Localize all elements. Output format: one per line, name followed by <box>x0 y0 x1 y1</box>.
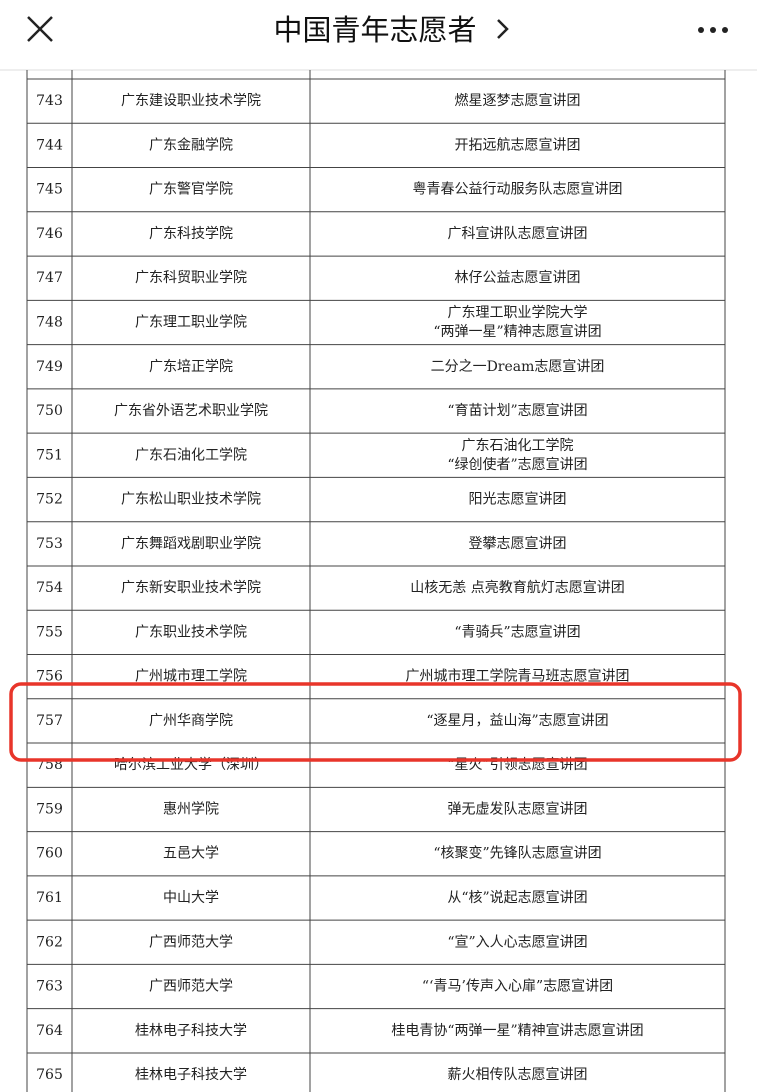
team-name: 开拓远航志愿宣讲团 <box>455 137 581 153</box>
school-name: 广东科贸职业学院 <box>135 270 247 286</box>
row-number: 759 <box>36 801 63 817</box>
row-number: 745 <box>36 182 63 198</box>
school-name: 广东舞蹈戏剧职业学院 <box>121 536 261 552</box>
team-name: 桂电青协“两弹一星”精神宣讲志愿宣讲团 <box>391 1023 643 1039</box>
school-name: 惠州学院 <box>163 801 219 817</box>
school-name: 广东职业技术学院 <box>135 624 247 640</box>
school-name: 广东科技学院 <box>149 226 233 242</box>
row-number: 749 <box>36 359 63 375</box>
highlight-box <box>9 682 742 762</box>
row-number: 750 <box>36 403 63 419</box>
row-number: 762 <box>36 934 63 950</box>
school-name: 桂林电子科技大学 <box>135 1023 247 1039</box>
table: 743 广东建设职业技术学院 燃星逐梦志愿宣讲团 744 广东金融学院 开拓远航志愿宣讲团… <box>26 70 726 1092</box>
school-name: 广东理工职业学院 <box>135 314 247 330</box>
row-number: 760 <box>36 846 63 862</box>
team-name: “两弹一星”精神志愿宣讲团 <box>433 324 601 340</box>
header-title[interactable]: 中国青年志愿者 <box>273 13 476 47</box>
team-name: “逐星月，益山海”志愿宣讲团 <box>426 713 608 729</box>
school-name: 广东省外语艺术职业学院 <box>114 403 268 419</box>
team-name: “青骑兵”志愿宣讲团 <box>454 624 580 640</box>
team-name: 燃星逐梦志愿宣讲团 <box>455 92 581 109</box>
school-name: 广州华商学院 <box>149 713 233 729</box>
team-name: 粤青春公益行动服务队志愿宣讲团 <box>413 182 623 198</box>
school-name: 广东警官学院 <box>149 182 233 198</box>
header-bar <box>0 0 757 70</box>
team-name: 林仔公益志愿宣讲团 <box>455 270 581 286</box>
school-name: 广东松山职业技术学院 <box>121 492 261 508</box>
title-chevron[interactable] <box>497 19 509 39</box>
team-name: “绿创使者”志愿宣讲团 <box>447 456 587 473</box>
team-name: “‘青马’传声入心扉”志愿宣讲团 <box>422 979 613 995</box>
row-number: 748 <box>36 314 63 330</box>
row-number: 756 <box>36 669 63 685</box>
team-name: 二分之一Dream志愿宣讲团 <box>431 359 605 375</box>
team-name: 薪火相传队志愿宣讲团 <box>448 1067 588 1083</box>
row-number: 763 <box>36 979 63 995</box>
school-name: 广西师范大学 <box>149 978 233 995</box>
team-name: “核聚变”先锋队志愿宣讲团 <box>433 846 601 862</box>
team-name: “宣”入人心志愿宣讲团 <box>447 934 587 950</box>
school-name: 广东培正学院 <box>149 359 233 375</box>
team-name: 山核无恙 点亮教育航灯志愿宣讲团 <box>410 579 624 596</box>
school-name: 中山大学 <box>163 890 219 906</box>
row-number: 747 <box>36 270 63 286</box>
school-name: 广东金融学院 <box>149 137 233 153</box>
row-number: 757 <box>36 713 63 729</box>
school-name: 桂林电子科技大学 <box>135 1067 247 1083</box>
team-name: 广东石油化工学院 <box>462 438 574 454</box>
team-name: 阳光志愿宣讲团 <box>469 492 567 508</box>
school-name: 五邑大学 <box>163 846 219 862</box>
row-number: 755 <box>36 624 63 640</box>
row-number: 752 <box>36 492 63 508</box>
more-button[interactable] <box>698 27 728 33</box>
team-name: 登攀志愿宣讲团 <box>469 536 567 552</box>
team-name: 从“核”说起志愿宣讲团 <box>447 890 587 906</box>
row-number: 754 <box>36 580 63 596</box>
team-name: 广州城市理工学院青马班志愿宣讲团 <box>406 668 630 685</box>
row-number: 753 <box>36 536 63 552</box>
row-number: 743 <box>36 93 63 109</box>
team-name: “育苗计划”志愿宣讲团 <box>447 403 587 419</box>
school-name: 广西师范大学 <box>149 933 233 950</box>
row-number: 761 <box>36 890 63 906</box>
row-number: 744 <box>36 137 63 153</box>
school-name: 广东石油化工学院 <box>135 447 247 463</box>
row-number: 746 <box>36 226 63 242</box>
row-number: 751 <box>36 447 63 463</box>
school-name: 广东新安职业技术学院 <box>121 580 261 596</box>
row-number: 765 <box>36 1067 63 1083</box>
team-name: 广东理工职业学院大学 <box>448 305 588 321</box>
close-button[interactable] <box>27 16 53 42</box>
school-name: 广东建设职业技术学院 <box>121 93 261 109</box>
team-name: 弹无虚发队志愿宣讲团 <box>448 801 588 817</box>
team-name: 广科宣讲队志愿宣讲团 <box>448 226 588 242</box>
row-number: 764 <box>36 1023 63 1039</box>
school-name: 广州城市理工学院 <box>135 668 247 685</box>
